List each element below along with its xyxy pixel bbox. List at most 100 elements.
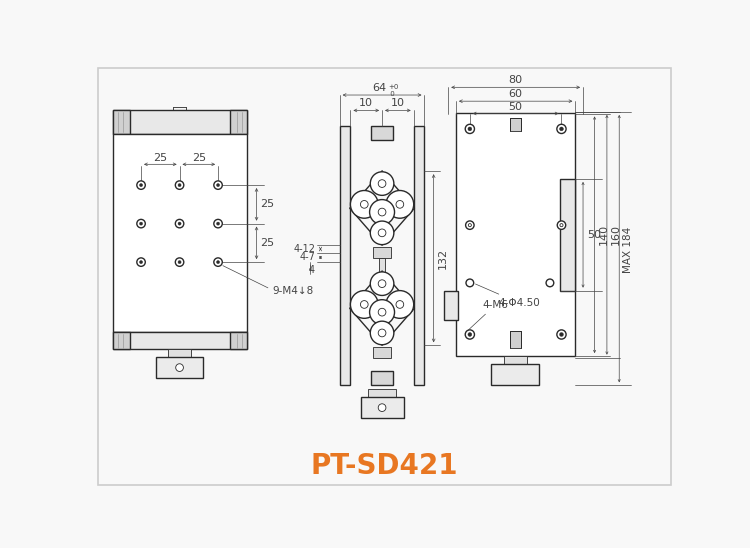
- Circle shape: [178, 260, 181, 264]
- Bar: [491, 364, 539, 385]
- Bar: [371, 372, 393, 385]
- Text: 4: 4: [309, 265, 315, 275]
- Text: 64: 64: [373, 83, 387, 93]
- Circle shape: [136, 258, 146, 266]
- Circle shape: [350, 191, 378, 218]
- Circle shape: [176, 258, 184, 266]
- Bar: [560, 179, 575, 290]
- Circle shape: [136, 219, 146, 228]
- Circle shape: [560, 127, 563, 131]
- Circle shape: [468, 127, 472, 131]
- Circle shape: [465, 124, 475, 134]
- Circle shape: [378, 280, 386, 288]
- Bar: [230, 332, 248, 349]
- Circle shape: [214, 181, 222, 190]
- Text: 4-Φ4.50: 4-Φ4.50: [476, 284, 540, 308]
- Circle shape: [556, 124, 566, 134]
- Bar: [445, 290, 458, 320]
- Circle shape: [361, 301, 368, 309]
- Bar: [230, 110, 248, 134]
- Text: 140: 140: [598, 224, 608, 246]
- Circle shape: [378, 309, 386, 316]
- Bar: [504, 356, 526, 364]
- Circle shape: [378, 229, 386, 237]
- Circle shape: [370, 221, 394, 244]
- Text: +0
 0: +0 0: [388, 84, 398, 97]
- Circle shape: [560, 224, 563, 227]
- Circle shape: [466, 279, 474, 287]
- Bar: [156, 357, 203, 378]
- Bar: [414, 126, 424, 385]
- Circle shape: [140, 260, 142, 264]
- Circle shape: [378, 329, 386, 337]
- Circle shape: [370, 272, 394, 295]
- Circle shape: [378, 180, 386, 187]
- Text: 132: 132: [437, 248, 448, 269]
- Circle shape: [370, 321, 394, 345]
- Bar: [510, 118, 520, 131]
- Text: 60: 60: [509, 89, 523, 99]
- Circle shape: [468, 333, 472, 336]
- Text: 4-12: 4-12: [293, 244, 315, 254]
- Circle shape: [350, 290, 378, 318]
- Circle shape: [370, 300, 394, 324]
- Bar: [112, 332, 130, 349]
- Circle shape: [386, 290, 414, 318]
- Bar: [371, 126, 393, 140]
- Circle shape: [557, 221, 566, 230]
- Circle shape: [396, 301, 404, 309]
- Text: 4-M6: 4-M6: [468, 300, 509, 330]
- Text: 50: 50: [587, 230, 601, 240]
- Circle shape: [465, 330, 475, 339]
- Circle shape: [217, 260, 220, 264]
- Text: 25: 25: [260, 238, 274, 248]
- Text: PT-SD421: PT-SD421: [310, 452, 458, 480]
- Text: 25: 25: [153, 153, 167, 163]
- Bar: [112, 332, 248, 349]
- Text: 80: 80: [509, 76, 523, 85]
- Bar: [368, 389, 396, 397]
- Bar: [510, 332, 520, 347]
- Text: 10: 10: [391, 99, 405, 109]
- Text: 25: 25: [192, 153, 206, 163]
- Bar: [168, 349, 191, 357]
- Text: 160: 160: [610, 224, 621, 246]
- Circle shape: [176, 219, 184, 228]
- Text: 50: 50: [509, 101, 523, 112]
- Text: 10: 10: [359, 99, 374, 109]
- Text: 25: 25: [260, 199, 274, 209]
- Circle shape: [546, 279, 554, 287]
- Bar: [112, 134, 248, 332]
- Circle shape: [560, 333, 563, 336]
- Circle shape: [217, 184, 220, 187]
- Bar: [379, 258, 386, 273]
- Text: 9-M4↓8: 9-M4↓8: [272, 286, 314, 295]
- Circle shape: [386, 191, 414, 218]
- Circle shape: [370, 172, 394, 195]
- Circle shape: [370, 199, 394, 225]
- Bar: [112, 110, 130, 134]
- Circle shape: [136, 181, 146, 190]
- Bar: [340, 126, 350, 385]
- Circle shape: [176, 364, 184, 372]
- Circle shape: [217, 222, 220, 225]
- Bar: [373, 347, 392, 358]
- Circle shape: [556, 330, 566, 339]
- Circle shape: [466, 221, 474, 230]
- Circle shape: [140, 222, 142, 225]
- Circle shape: [396, 201, 404, 208]
- Circle shape: [178, 184, 181, 187]
- Circle shape: [214, 219, 222, 228]
- Circle shape: [178, 222, 181, 225]
- Circle shape: [378, 208, 386, 216]
- Bar: [456, 113, 575, 356]
- Text: MAX 184: MAX 184: [623, 226, 633, 272]
- Bar: [112, 110, 248, 134]
- Text: 4-7: 4-7: [299, 253, 315, 262]
- Bar: [362, 397, 404, 419]
- Circle shape: [361, 201, 368, 208]
- Circle shape: [468, 224, 472, 227]
- Circle shape: [176, 181, 184, 190]
- Circle shape: [214, 258, 222, 266]
- Bar: [373, 247, 392, 258]
